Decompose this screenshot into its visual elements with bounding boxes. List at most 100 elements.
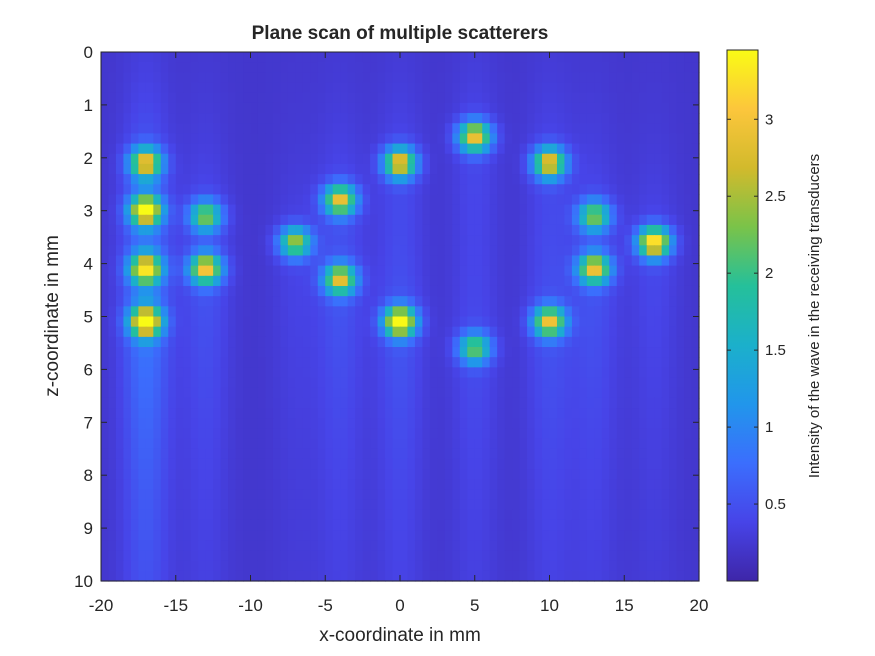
heatmap-cell: [183, 571, 191, 582]
heatmap-cell: [662, 194, 670, 205]
heatmap-cell: [647, 164, 655, 175]
heatmap-cell: [430, 571, 438, 582]
heatmap-cell: [340, 388, 348, 399]
heatmap-cell: [609, 225, 617, 236]
heatmap-cell: [557, 510, 565, 521]
heatmap-cell: [213, 520, 221, 531]
heatmap-cell: [535, 479, 543, 490]
heatmap-cell: [258, 347, 266, 358]
heatmap-cell: [460, 235, 468, 246]
heatmap-cell: [520, 184, 528, 195]
heatmap-cell: [153, 103, 161, 114]
heatmap-cell: [609, 347, 617, 358]
heatmap-cell: [161, 418, 169, 429]
heatmap-cell: [647, 530, 655, 541]
heatmap-cell: [662, 378, 670, 389]
heatmap-cell: [602, 418, 610, 429]
heatmap-cell: [295, 62, 303, 73]
heatmap-cell: [101, 378, 109, 389]
heatmap-cell: [221, 500, 229, 511]
heatmap-cell: [639, 144, 647, 155]
heatmap-cell: [475, 286, 483, 297]
heatmap-cell: [161, 357, 169, 368]
heatmap-cell: [393, 357, 401, 368]
heatmap-cell: [213, 500, 221, 511]
heatmap-cell: [669, 113, 677, 124]
heatmap-cell: [602, 317, 610, 328]
heatmap-cell: [609, 317, 617, 328]
heatmap-cell: [303, 388, 311, 399]
heatmap-cell: [415, 439, 423, 450]
heatmap-cell: [198, 550, 206, 561]
heatmap-cell: [542, 276, 550, 287]
heatmap-cell: [482, 357, 490, 368]
heatmap-cell: [654, 561, 662, 572]
heatmap-cell: [295, 540, 303, 551]
heatmap-cell: [557, 205, 565, 216]
heatmap-cell: [123, 540, 131, 551]
heatmap-cell: [692, 530, 700, 541]
heatmap-cell: [191, 550, 199, 561]
heatmap-cell: [116, 103, 124, 114]
heatmap-cell: [280, 550, 288, 561]
heatmap-cell: [333, 164, 341, 175]
heatmap-cell: [168, 235, 176, 246]
heatmap-cell: [183, 418, 191, 429]
heatmap-cell: [639, 286, 647, 297]
heatmap-cell: [236, 235, 244, 246]
heatmap-cell: [183, 540, 191, 551]
heatmap-cell: [677, 540, 685, 551]
heatmap-cell: [340, 378, 348, 389]
heatmap-cell: [243, 83, 251, 94]
heatmap-cell: [138, 561, 146, 572]
heatmap-cell: [273, 469, 281, 480]
heatmap-cell: [265, 327, 273, 338]
heatmap-cell: [639, 184, 647, 195]
heatmap-cell: [617, 174, 625, 185]
heatmap-cell: [602, 62, 610, 73]
heatmap-cell: [138, 52, 146, 63]
heatmap-cell: [579, 194, 587, 205]
heatmap-cell: [123, 93, 131, 104]
heatmap-cell: [594, 255, 602, 266]
heatmap-cell: [647, 428, 655, 439]
heatmap-cell: [624, 561, 632, 572]
heatmap-cell: [348, 561, 356, 572]
heatmap-cell: [692, 52, 700, 63]
heatmap-cell: [236, 561, 244, 572]
heatmap-cell: [273, 245, 281, 256]
heatmap-cell: [572, 174, 580, 185]
heatmap-cell: [445, 327, 453, 338]
heatmap-cell: [527, 174, 535, 185]
heatmap-cell: [587, 286, 595, 297]
heatmap-cell: [452, 469, 460, 480]
heatmap-cell: [527, 225, 535, 236]
heatmap-cell: [452, 378, 460, 389]
heatmap-cell: [280, 520, 288, 531]
heatmap-cell: [594, 550, 602, 561]
heatmap-cell: [146, 276, 154, 287]
heatmap-cell: [579, 540, 587, 551]
heatmap-cell: [564, 489, 572, 500]
heatmap-cell: [378, 266, 386, 277]
heatmap-cell: [624, 266, 632, 277]
heatmap-cell: [692, 235, 700, 246]
heatmap-cell: [108, 154, 116, 165]
heatmap-cell: [505, 286, 513, 297]
heatmap-cell: [370, 174, 378, 185]
heatmap-cell: [168, 72, 176, 83]
heatmap-cell: [191, 103, 199, 114]
heatmap-cell: [310, 337, 318, 348]
heatmap-cell: [123, 378, 131, 389]
heatmap-cell: [624, 418, 632, 429]
heatmap-cell: [430, 164, 438, 175]
heatmap-cell: [490, 174, 498, 185]
heatmap-cell: [535, 235, 543, 246]
heatmap-cell: [497, 62, 505, 73]
heatmap-cell: [684, 479, 692, 490]
heatmap-cell: [624, 52, 632, 63]
heatmap-cell: [131, 113, 139, 124]
heatmap-cell: [602, 489, 610, 500]
heatmap-cell: [669, 266, 677, 277]
heatmap-cell: [684, 306, 692, 317]
